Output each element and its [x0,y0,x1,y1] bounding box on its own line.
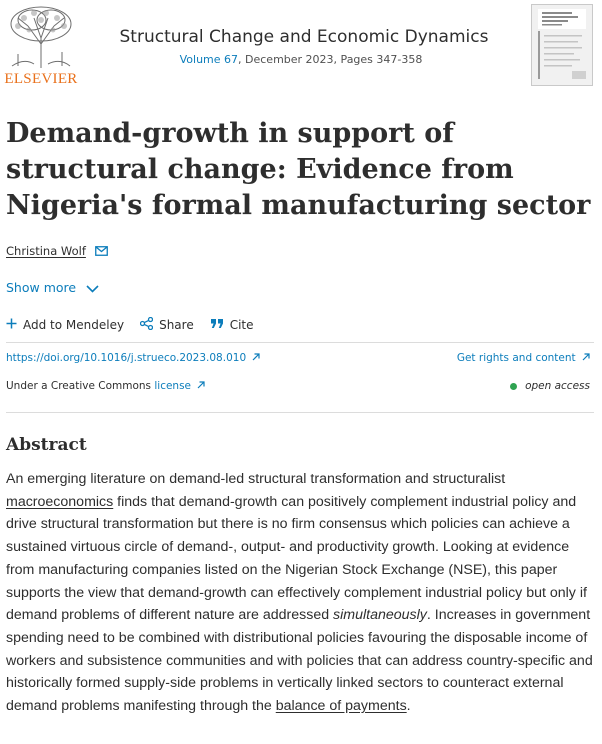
add-to-mendeley-button[interactable]: Add to Mendeley [6,318,124,332]
share-icon [139,316,154,333]
show-more-label: Show more [6,280,77,295]
macroeconomics-link[interactable]: macroeconomics [6,493,114,510]
external-link-icon [582,352,590,364]
envelope-icon[interactable] [94,245,108,259]
journal-title[interactable]: Structural Change and Economic Dynamics [0,27,602,47]
journal-cover-thumbnail[interactable] [531,4,593,86]
elsevier-wordmark: ELSEVIER [4,71,78,87]
show-more-button[interactable]: Show more [6,280,99,296]
share-label: Share [159,318,194,332]
abstract-heading: Abstract [6,435,87,455]
author-name[interactable]: Christina Wolf [6,244,86,258]
quote-icon [210,318,224,332]
license-link[interactable]: license [154,380,192,392]
divider [6,342,594,343]
journal-title-text[interactable]: Structural Change and Economic Dynamics [119,27,489,47]
license-line: Under a Creative Commons license [6,380,205,392]
plus-icon [6,318,17,332]
license-prefix: Under a Creative Commons [6,380,155,392]
open-access-label: open access [525,380,590,392]
abstract-body: An emerging literature on demand-led str… [6,468,598,718]
share-button[interactable]: Share [139,316,194,333]
get-rights-link[interactable]: Get rights and content [457,352,590,364]
journal-issue-info: Volume 67, December 2023, Pages 347-358 [0,53,602,66]
open-access-dot-icon [510,382,518,390]
open-access-badge: open access [510,380,590,392]
doi-link[interactable]: https://doi.org/10.1016/j.strueco.2023.0… [6,352,261,364]
abstract-text-2: finds that demand-growth can positively … [6,493,587,624]
volume-link[interactable]: Volume 67 [179,53,239,66]
doi-text: https://doi.org/10.1016/j.strueco.2023.0… [6,352,247,364]
tree-icon [4,4,78,70]
page-header: ELSEVIER Structural Change and Economic … [0,0,602,96]
author-line: Christina Wolf [6,244,108,259]
elsevier-logo[interactable]: ELSEVIER [4,4,78,88]
abstract-text-3: . Increases in government spending need … [6,607,593,715]
abstract-text-1: An emerging literature on demand-led str… [6,471,506,487]
get-rights-text: Get rights and content [456,352,576,364]
cite-button[interactable]: Cite [210,318,254,332]
external-link-icon [252,352,261,364]
add-to-mendeley-label: Add to Mendeley [23,318,125,332]
abstract-emphasis: simultaneously [333,607,427,624]
cite-label: Cite [229,318,254,332]
article-actions: Add to Mendeley Share Cite [6,316,254,333]
issue-details: , December 2023, Pages 347-358 [238,53,423,66]
chevron-down-icon [86,281,99,296]
external-link-icon [197,380,205,392]
divider [6,412,594,413]
abstract-text-4: . [406,698,411,715]
article-title: Demand-growth in support of structural c… [6,118,591,221]
balance-of-payments-link[interactable]: balance of payments [275,698,407,715]
journal-cover-image [532,5,592,85]
